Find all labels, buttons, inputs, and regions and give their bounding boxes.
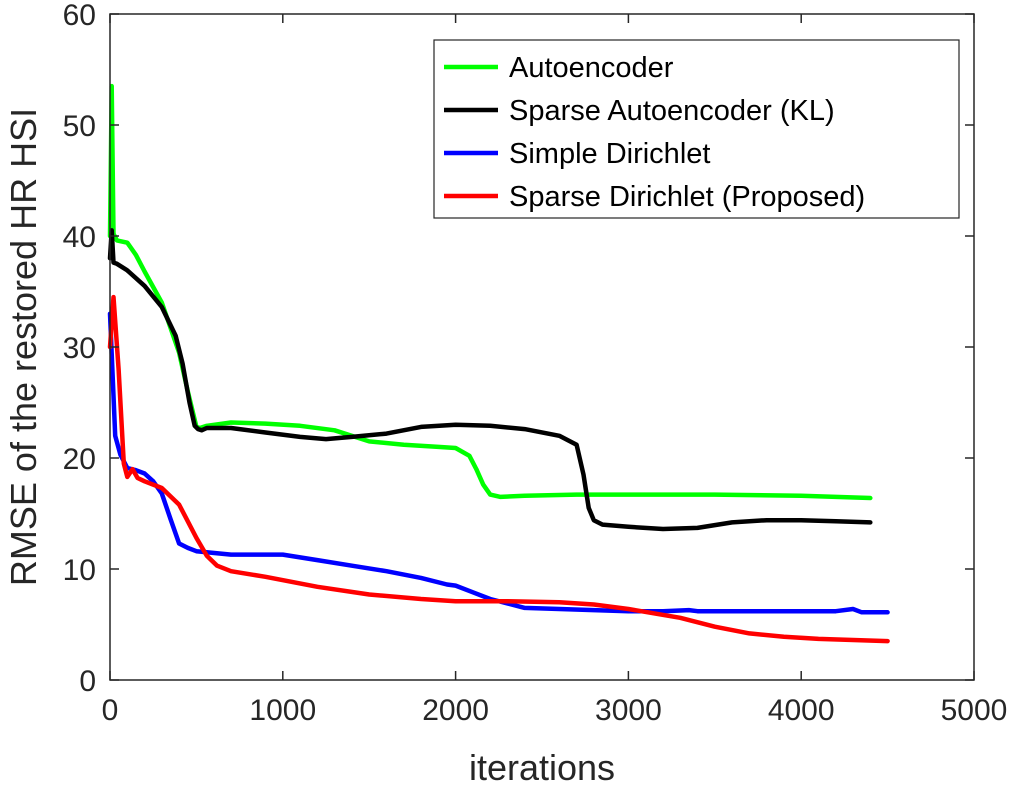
y-tick-label-2: 20	[63, 443, 96, 476]
y-tick-label-5: 50	[63, 110, 96, 143]
tick-layer: 0 1000 2000 3000 4000 5000 0 10 20 30 40 50 60	[63, 0, 1008, 727]
x-tick-label-0: 0	[102, 694, 119, 727]
legend-items: Autoencoder Sparse Autoencoder (KL) Simple…	[444, 52, 865, 213]
series-line-0	[107, 83, 873, 501]
x-tick-label-3: 3000	[595, 694, 662, 727]
series-line-2	[107, 311, 890, 615]
series-line-3	[107, 294, 890, 644]
x-tick-label-1: 1000	[249, 694, 316, 727]
x-tick-label-5: 5000	[941, 694, 1008, 727]
y-axis-label: RMSE of the restored HR HSI	[3, 108, 44, 586]
legend-label-3: Sparse Dirichlet (Proposed)	[509, 181, 865, 213]
legend-label-0: Autoencoder	[509, 52, 674, 84]
y-tick-label-0: 0	[79, 665, 96, 698]
y-tick-label-1: 10	[63, 554, 96, 587]
y-tick-label-4: 40	[63, 221, 96, 254]
legend-label-2: Simple Dirichlet	[509, 138, 710, 170]
x-tick-label-4: 4000	[768, 694, 835, 727]
series-line-1	[107, 228, 873, 532]
legend-label-1: Sparse Autoencoder (KL)	[509, 95, 835, 127]
y-tick-label-6: 60	[63, 0, 96, 32]
legend: Autoencoder Sparse Autoencoder (KL) Simple…	[433, 39, 960, 219]
series-layer	[107, 83, 890, 644]
x-axis-label: iterations	[469, 747, 615, 786]
legend-box	[433, 39, 960, 219]
y-tick-label-3: 30	[63, 332, 96, 365]
x-tick-label-2: 2000	[422, 694, 489, 727]
